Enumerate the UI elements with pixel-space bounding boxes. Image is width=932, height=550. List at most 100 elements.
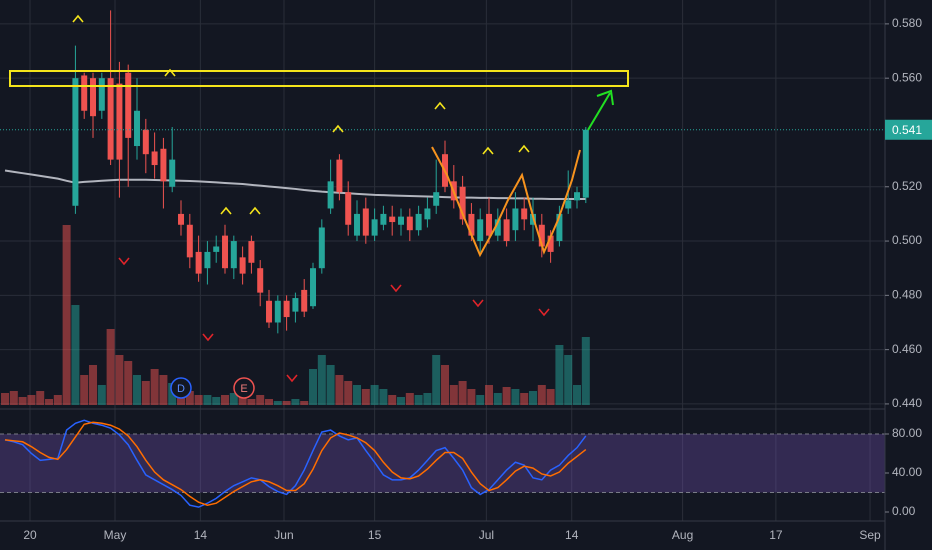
candle-body: [556, 213, 563, 242]
candle-body: [424, 208, 431, 220]
candle-body: [134, 110, 141, 147]
volume-bar: [300, 401, 309, 405]
volume-bar: [273, 401, 282, 405]
volume-bar: [247, 399, 256, 405]
candle-body: [239, 257, 246, 274]
y-tick-label: 0.560: [892, 70, 922, 84]
candle-body: [222, 235, 229, 269]
volume-bar: [203, 395, 212, 405]
candle-body: [433, 192, 440, 206]
resistance-box: [9, 70, 629, 87]
volume-bar: [212, 397, 221, 405]
volume-bar: [256, 395, 265, 405]
candle-body: [301, 289, 308, 312]
y-tick-label: 0.440: [892, 396, 922, 410]
volume-bar: [564, 355, 573, 405]
marks-layer: [0, 10, 885, 508]
volume-bar: [71, 305, 80, 405]
volume-bar: [185, 391, 194, 405]
volume-bar: [537, 385, 546, 405]
candle-body: [512, 208, 519, 231]
earnings-label: E: [240, 383, 247, 395]
candle-body: [503, 219, 510, 242]
y-tick-label: 80.00: [892, 426, 922, 440]
w-pattern: [431, 146, 581, 258]
candle-body: [160, 148, 167, 182]
candle-body: [362, 208, 369, 236]
candle-body: [345, 192, 352, 225]
candle-body: [415, 213, 422, 231]
volume-bar: [133, 375, 142, 405]
candle-body: [230, 241, 237, 269]
candle-body: [565, 200, 572, 209]
candle-body: [169, 159, 176, 187]
candle-body: [547, 235, 554, 252]
volume-bar: [414, 395, 423, 405]
candle-body: [195, 251, 202, 274]
volume-bar: [476, 395, 485, 405]
volume-bar: [317, 355, 326, 405]
volume-bar: [89, 365, 98, 405]
volume-bar: [353, 385, 362, 405]
volume-bar: [53, 395, 62, 405]
candle-body: [574, 192, 581, 201]
candle-body: [354, 213, 361, 236]
volume-bar: [106, 329, 115, 405]
volume-bar: [546, 389, 555, 405]
volume-bar: [573, 385, 582, 405]
candle-body: [336, 159, 343, 193]
y-tick-label: 0.520: [892, 179, 922, 193]
volume-bar: [449, 385, 458, 405]
candle-body: [398, 216, 405, 225]
candle-body: [310, 268, 317, 307]
volume-bar: [238, 397, 247, 405]
volume-bar: [9, 391, 18, 405]
volume-bar: [388, 395, 397, 405]
volume-bar: [124, 361, 133, 405]
volume-bar: [265, 399, 274, 405]
oscillator-line: [4, 421, 587, 506]
y-tick-label: 0.480: [892, 288, 922, 302]
volume-bar: [221, 395, 230, 405]
candle-body: [486, 213, 493, 236]
volume-bar: [62, 225, 71, 405]
candle-body: [459, 186, 466, 220]
volume-bar: [282, 401, 291, 405]
candle-body: [142, 129, 149, 155]
drawings: D E: [9, 14, 629, 399]
volume-bar: [379, 389, 388, 405]
candle-body: [274, 300, 281, 323]
x-tick-label: May: [104, 528, 127, 542]
volume-bar: [432, 355, 441, 405]
volume-bar: [529, 391, 538, 405]
candle-body: [204, 251, 211, 269]
volume-bar: [485, 385, 494, 405]
oscillator-line: [4, 419, 587, 508]
x-tick-label: 15: [368, 528, 382, 542]
volume-bar: [159, 375, 168, 405]
arrow-head: [596, 89, 614, 106]
y-tick-label: 0.460: [892, 342, 922, 356]
x-tick-label: Sep: [859, 528, 881, 542]
band-fill: [0, 433, 885, 493]
x-tick-label: Aug: [672, 528, 693, 542]
candle-body: [81, 75, 88, 111]
volume-bar: [177, 393, 186, 405]
volume-bar: [361, 389, 370, 405]
last-price-label: 0.541: [892, 123, 922, 137]
volume-bar: [150, 369, 159, 405]
y-tick-label: 0.500: [892, 233, 922, 247]
volume-bar: [141, 381, 150, 405]
candle-body: [257, 268, 264, 293]
volume-bar: [27, 395, 36, 405]
volume-bar: [555, 345, 564, 405]
dividend-marker[interactable]: [170, 377, 192, 399]
candle-body: [292, 298, 299, 312]
volume-bar: [326, 365, 335, 405]
volume-bar: [309, 369, 318, 405]
earnings-marker[interactable]: [233, 377, 255, 399]
last-price-box: [885, 119, 932, 140]
candle-body: [186, 224, 193, 258]
volume-bar: [1, 393, 10, 405]
